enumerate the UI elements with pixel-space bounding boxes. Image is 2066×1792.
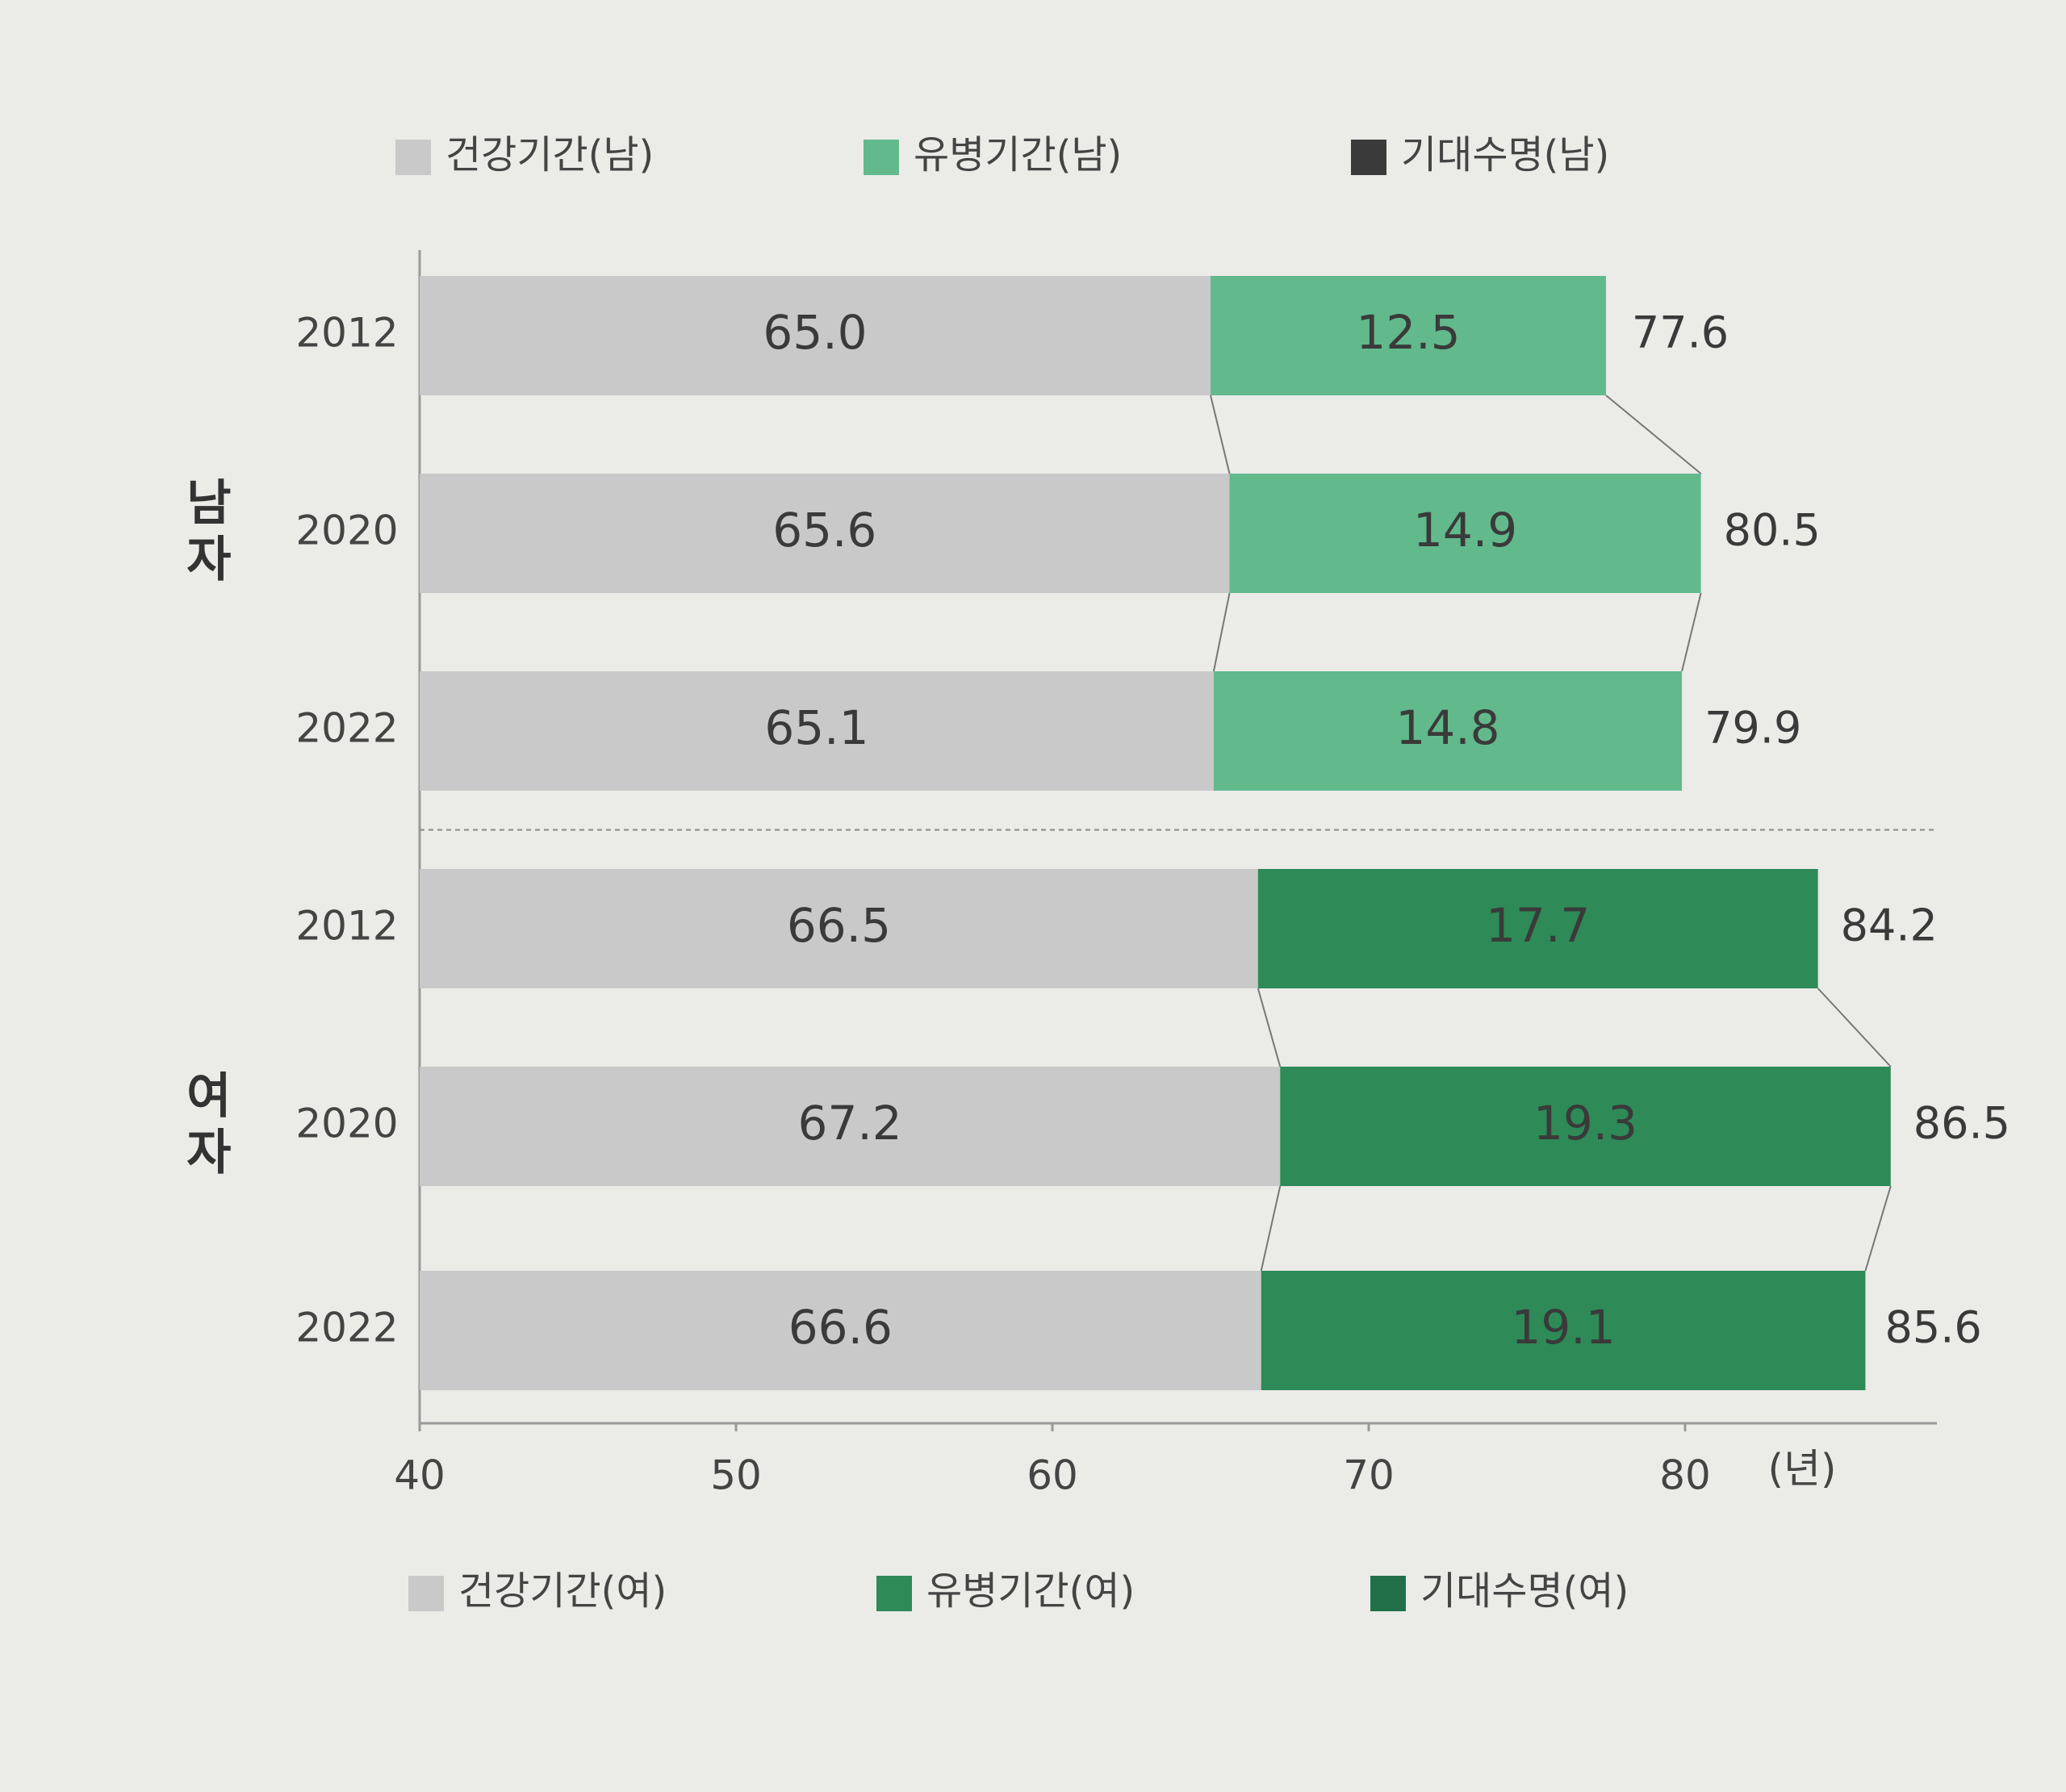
data-label: 17.7 <box>1486 898 1590 953</box>
data-label: 65.0 <box>763 305 867 360</box>
y-tick-label: 2022 <box>295 705 398 752</box>
x-tick-label: 40 <box>394 1452 445 1499</box>
legend-label: 유병기간(여) <box>926 1569 1135 1614</box>
data-label: 19.3 <box>1533 1096 1637 1151</box>
connector <box>1257 988 1282 1067</box>
bar-segment <box>420 1067 1281 1186</box>
bar-segment <box>420 869 1258 988</box>
x-tick-label: 80 <box>1659 1452 1711 1499</box>
bar-segment <box>1280 1067 1891 1186</box>
x-tick-label: 50 <box>710 1452 762 1499</box>
group-label: 남자 <box>176 477 232 590</box>
legend-label: 기대수명(여) <box>1420 1569 1629 1614</box>
data-label: 12.5 <box>1356 305 1460 360</box>
bar-segment <box>1229 474 1701 593</box>
connector <box>1210 395 1231 474</box>
total-label: 79.9 <box>1704 703 1801 754</box>
legend-label: 건강기간(남) <box>445 132 654 178</box>
data-label: 65.1 <box>764 700 868 755</box>
legend-label: 유병기간(남) <box>914 132 1122 178</box>
y-tick-label: 2022 <box>295 1305 398 1351</box>
legend-swatch <box>864 140 899 175</box>
data-label: 67.2 <box>798 1096 902 1151</box>
bar-segment <box>1261 1271 1866 1390</box>
connector <box>1260 1185 1282 1272</box>
legend-swatch <box>876 1576 912 1611</box>
connector <box>1212 592 1231 672</box>
x-unit-label: (년) <box>1767 1446 1836 1493</box>
y-tick-label: 2012 <box>295 310 398 357</box>
connector <box>1605 395 1702 474</box>
data-label: 66.6 <box>788 1300 893 1355</box>
x-tick-label: 60 <box>1027 1452 1078 1499</box>
bar-segment <box>420 671 1214 791</box>
bar-segment <box>1257 869 1818 988</box>
total-label: 86.5 <box>1913 1098 2010 1149</box>
legend-swatch <box>1351 140 1386 175</box>
y-tick-label: 2012 <box>295 903 398 950</box>
bar-segment <box>1211 276 1606 395</box>
connector <box>1817 988 1892 1067</box>
y-tick-label: 2020 <box>295 508 398 554</box>
y-tick-label: 2020 <box>295 1101 398 1147</box>
data-label: 19.1 <box>1512 1300 1616 1355</box>
total-label: 80.5 <box>1724 505 1821 556</box>
legend-label: 건강기간(여) <box>458 1569 667 1614</box>
group-label: 여자 <box>176 1070 232 1183</box>
data-label: 65.6 <box>772 503 876 558</box>
bar-segment <box>420 276 1211 395</box>
x-tick-label: 70 <box>1343 1452 1395 1499</box>
total-label: 84.2 <box>1841 900 1938 951</box>
legend-swatch <box>408 1576 444 1611</box>
bar-segment <box>420 1271 1261 1390</box>
bar-segment <box>1213 671 1683 791</box>
data-label: 14.9 <box>1413 503 1517 558</box>
legend-swatch <box>395 140 431 175</box>
legend-swatch <box>1370 1576 1406 1611</box>
total-label: 85.6 <box>1885 1302 1982 1353</box>
legend-label: 기대수명(남) <box>1401 132 1609 178</box>
data-label: 14.8 <box>1395 700 1499 755</box>
bar-segment <box>420 474 1230 593</box>
total-label: 77.6 <box>1632 307 1729 358</box>
connector <box>1864 1185 1892 1272</box>
data-label: 66.5 <box>787 898 891 953</box>
connector <box>1681 592 1702 672</box>
